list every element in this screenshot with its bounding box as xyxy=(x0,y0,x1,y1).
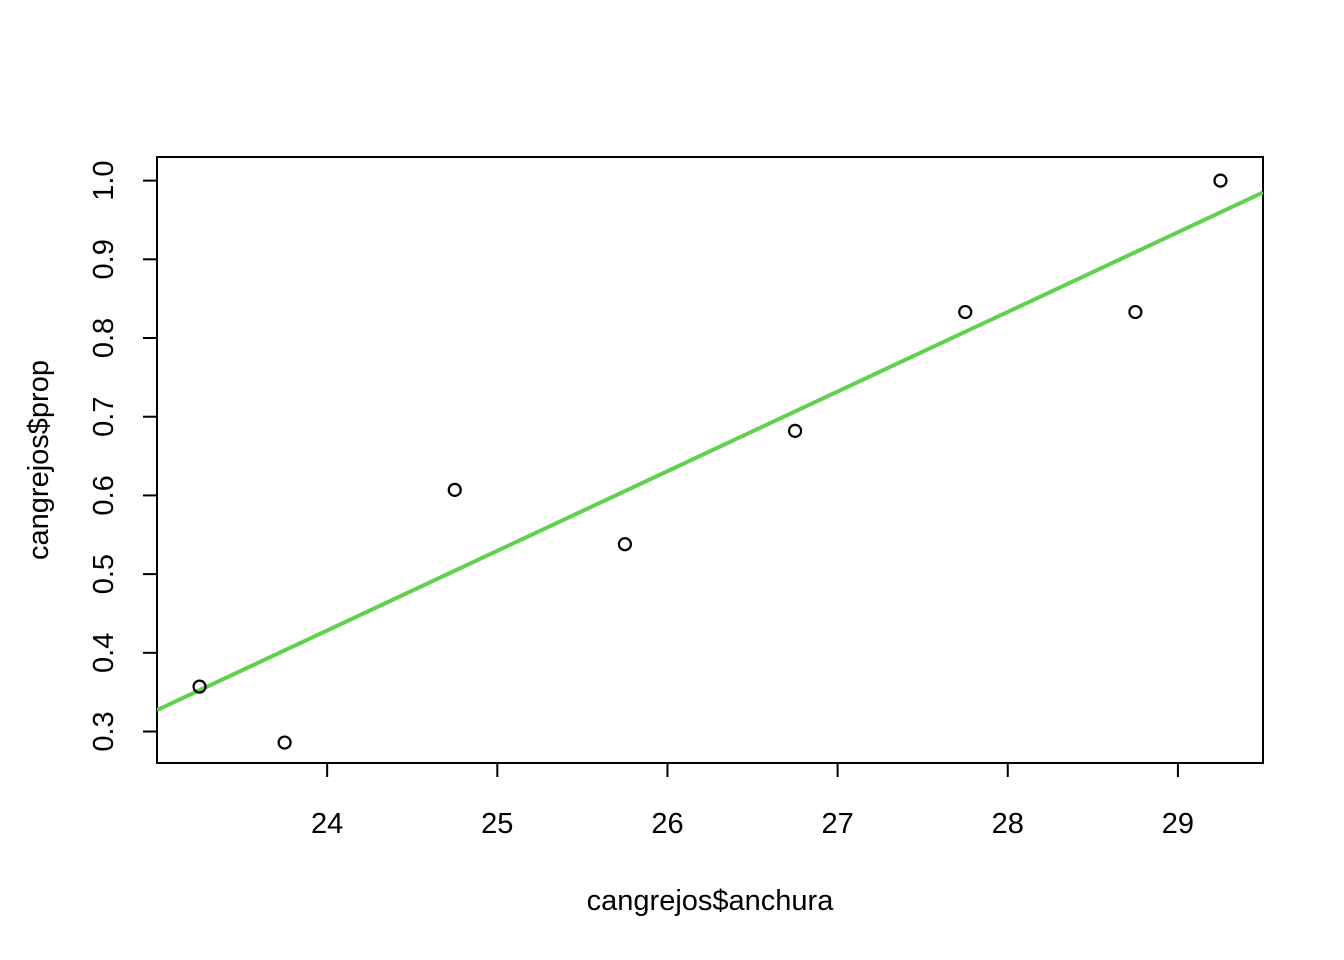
y-tick-label: 0.7 xyxy=(88,397,120,437)
x-tick-label: 26 xyxy=(651,808,683,840)
y-tick-label: 0.3 xyxy=(88,711,120,751)
x-tick-label: 28 xyxy=(992,808,1024,840)
regression-line-layer xyxy=(157,190,1263,712)
x-axis: 24 25 26 27 28 29 xyxy=(311,762,1194,840)
y-tick-label: 0.8 xyxy=(88,318,120,358)
y-tick-label: 1.0 xyxy=(88,160,120,200)
data-point xyxy=(192,679,207,694)
x-axis-label: cangrejos$anchura xyxy=(587,885,835,917)
plot-box xyxy=(156,156,1264,764)
data-point xyxy=(1213,173,1228,188)
x-tick-label: 29 xyxy=(1162,808,1194,840)
y-axis: 0.3 0.4 0.5 0.6 0.7 0.8 0.9 1.0 xyxy=(88,160,158,752)
y-tick-label: 0.5 xyxy=(88,554,120,594)
data-points xyxy=(192,173,1228,750)
x-tick-label: 27 xyxy=(821,808,853,840)
data-point xyxy=(958,304,973,320)
y-tick-label: 0.4 xyxy=(88,633,120,673)
y-tick-label: 0.6 xyxy=(88,475,120,515)
data-point xyxy=(787,423,803,438)
data-point xyxy=(617,537,633,552)
data-point xyxy=(277,735,292,750)
x-tick-label: 24 xyxy=(311,808,343,840)
y-axis-label: cangrejos$prop xyxy=(23,360,55,560)
data-point xyxy=(447,482,462,498)
y-tick-label: 0.9 xyxy=(88,239,120,279)
x-tick-label: 25 xyxy=(481,808,513,840)
data-point xyxy=(1128,304,1143,320)
regression-line xyxy=(157,190,1263,712)
